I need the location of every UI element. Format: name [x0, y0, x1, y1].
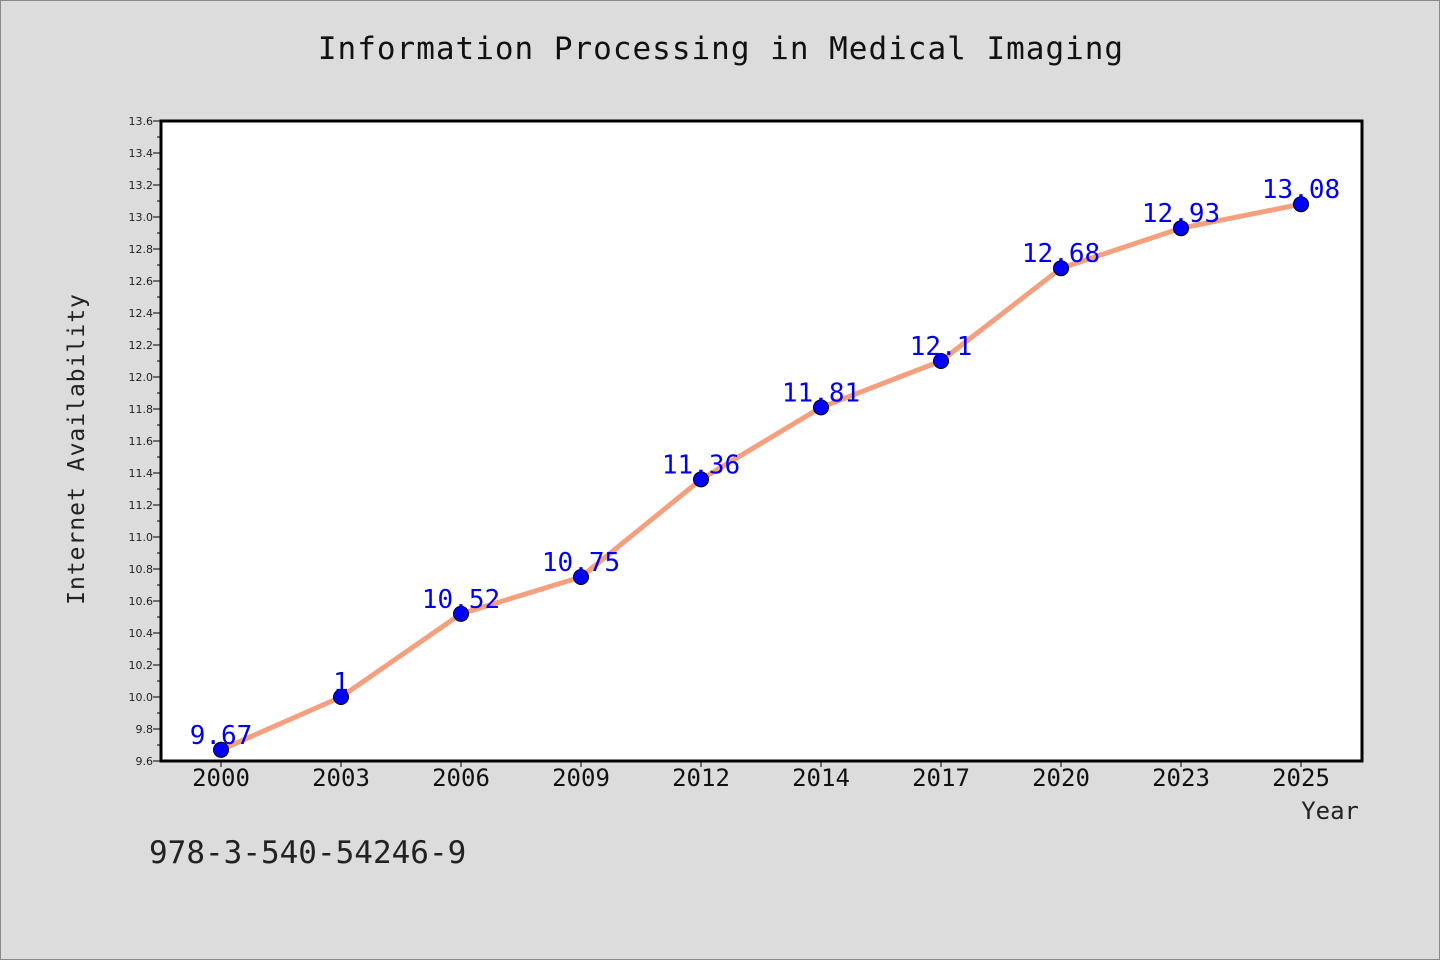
- y-tick-label: 12.4: [129, 307, 154, 320]
- y-tick-label: 11.6: [129, 435, 154, 448]
- x-tick-label: 2006: [432, 764, 490, 792]
- data-point-marker: [1293, 196, 1309, 213]
- y-tick-label: 12.2: [129, 339, 154, 352]
- plot-area: [159, 119, 1364, 763]
- x-tick-label: 2014: [792, 764, 850, 792]
- y-tick-label: 9.8: [136, 723, 154, 736]
- data-point-marker: [1053, 260, 1069, 277]
- data-label: 12.1: [910, 332, 973, 362]
- series-line: [218, 201, 1304, 753]
- x-tick-label: 2023: [1152, 764, 1210, 792]
- data-point-marker: [573, 569, 589, 585]
- data-label: 13.08: [1262, 175, 1340, 205]
- data-label: 9.67: [190, 721, 253, 751]
- x-axis-label: Year: [1301, 797, 1359, 825]
- data-point-marker: [213, 741, 229, 758]
- y-tick-label: 10.8: [129, 563, 154, 576]
- y-tick-label: 10.0: [129, 691, 154, 704]
- y-tick-label: 13.6: [129, 115, 154, 128]
- x-tick-label: 2012: [672, 764, 730, 792]
- y-tick-label: 11.0: [129, 531, 154, 544]
- data-point-marker: [333, 689, 349, 705]
- data-label: 12.93: [1142, 199, 1220, 229]
- y-tick-label: 10.4: [129, 627, 154, 640]
- x-tick-label: 2025: [1272, 764, 1330, 792]
- data-label: 12.68: [1022, 239, 1100, 269]
- x-tick-label: 2009: [552, 764, 610, 792]
- y-tick-label: 13.4: [129, 147, 154, 160]
- data-label: 10.52: [422, 585, 500, 615]
- data-point-marker: [1173, 220, 1189, 237]
- data-point-marker: [693, 471, 709, 488]
- data-point-marker: [813, 399, 829, 416]
- isbn-footnote: 978-3-540-54246-9: [149, 835, 467, 871]
- y-tick-label: 13.0: [129, 211, 154, 224]
- y-tick-label: 11.4: [129, 467, 154, 480]
- data-point-marker: [933, 353, 949, 369]
- x-tick-label: 2003: [312, 764, 370, 792]
- data-point-marker: [453, 605, 469, 622]
- x-tick-label: 2020: [1032, 764, 1090, 792]
- y-tick-label: 13.2: [129, 179, 154, 192]
- y-tick-label: 12.6: [129, 275, 154, 288]
- data-label: 10.75: [542, 548, 620, 578]
- y-tick-label: 12.0: [129, 371, 154, 384]
- y-tick-label: 11.2: [129, 499, 154, 512]
- y-tick-label: 9.6: [136, 755, 154, 768]
- y-tick-label: 10.2: [129, 659, 154, 672]
- data-label: 1: [333, 668, 349, 698]
- chart-title: Information Processing in Medical Imagin…: [317, 31, 1125, 67]
- x-tick-label: 2000: [192, 764, 250, 792]
- y-tick-label: 11.8: [129, 403, 154, 416]
- data-label: 11.36: [662, 450, 740, 480]
- y-tick-label: 10.6: [129, 595, 154, 608]
- data-label: 11.81: [782, 378, 860, 408]
- y-tick-label: 12.8: [129, 243, 154, 256]
- x-tick-label: 2017: [912, 764, 970, 792]
